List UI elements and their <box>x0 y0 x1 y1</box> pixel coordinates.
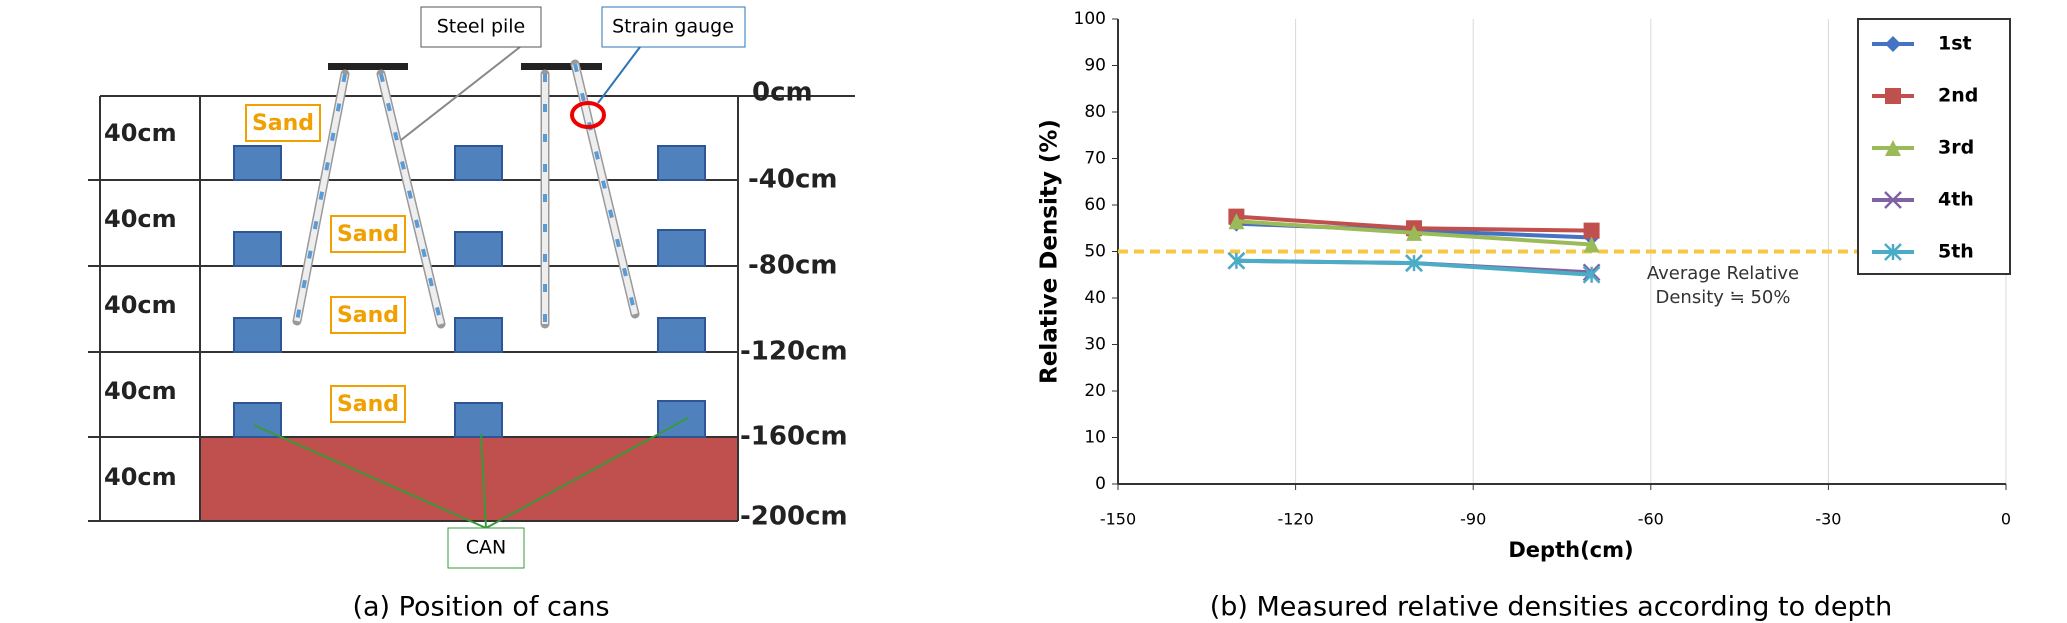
thickness-label: 40cm <box>104 377 177 405</box>
diagram: Steel pile Strain gauge CAN Sand Sand Sa… <box>88 6 855 569</box>
marker <box>1406 224 1422 241</box>
sand-boxes <box>245 104 406 423</box>
marker <box>1582 265 1601 284</box>
x-tick-label: -30 <box>1815 510 1841 529</box>
gauge-pointer <box>597 46 641 104</box>
can-pointers <box>253 417 689 529</box>
marker <box>1884 243 1902 261</box>
depth-label: 0cm <box>752 78 813 108</box>
y-axis-label: Relative Density (%) <box>1037 119 1063 384</box>
label-box <box>420 6 542 48</box>
label-box <box>601 6 746 48</box>
y-tick-label: 10 <box>1084 428 1106 448</box>
marker <box>1885 88 1901 104</box>
y-tick-label: 100 <box>1074 9 1106 29</box>
strain-gauge-label: Strain gauge <box>612 16 734 38</box>
can-label: CAN <box>466 537 506 559</box>
depth-label: -160cm <box>740 422 848 452</box>
clay-layer <box>200 437 738 521</box>
y-tick-label: 20 <box>1084 381 1106 401</box>
x-tick-label: -150 <box>1100 510 1136 529</box>
annotation: Average Relative <box>1647 263 1799 284</box>
cans <box>233 145 706 438</box>
depth-label: -200cm <box>740 502 848 532</box>
y-tick-label: 60 <box>1084 195 1106 215</box>
depth-label: -80cm <box>748 251 837 281</box>
caption: (b) Measured relative densities accordin… <box>1210 592 1893 623</box>
steel-pile-label: Steel pile <box>437 16 526 38</box>
label-box <box>447 527 525 569</box>
sand-label: Sand <box>252 111 314 136</box>
y-tick-label: 80 <box>1084 102 1106 122</box>
x-tick-label: -120 <box>1277 510 1313 529</box>
chart: -150 -120 -90 -60 -30 0 0 10 20 30 40 50 60 70 80 90 100… <box>1037 9 2012 562</box>
thickness-label: 40cm <box>104 119 177 147</box>
pile-pointer <box>400 46 521 141</box>
y-tick-label: 0 <box>1095 474 1106 494</box>
piles <box>292 59 640 329</box>
marker <box>1227 251 1246 270</box>
caption: (a) Position of cans <box>352 592 609 623</box>
legend-label: 2nd <box>1938 85 1978 107</box>
legend-label: 4th <box>1938 189 1974 211</box>
marker <box>1405 254 1423 273</box>
depth-label: -40cm <box>748 165 837 195</box>
sand-label: Sand <box>337 222 399 247</box>
x-tick-label: 0 <box>2001 510 2011 529</box>
x-tick-label: -60 <box>1638 510 1664 529</box>
y-tick-label: 70 <box>1084 149 1106 169</box>
thickness-label: 40cm <box>104 205 177 233</box>
marker <box>1884 191 1902 209</box>
marker <box>1885 36 1901 52</box>
legend-label: 3rd <box>1938 137 1974 159</box>
legend-label: 1st <box>1938 33 1972 55</box>
y-tick-label: 50 <box>1084 242 1106 262</box>
sand-label: Sand <box>337 303 399 328</box>
legend-label: 5th <box>1938 241 1974 263</box>
thickness-label: 40cm <box>104 463 177 491</box>
marker <box>1885 140 1901 156</box>
marker <box>1583 222 1600 239</box>
y-tick-label: 40 <box>1084 288 1106 308</box>
y-tick-label: 90 <box>1084 56 1106 76</box>
sand-label: Sand <box>337 392 399 417</box>
x-axis-label: Depth(cm) <box>1508 538 1633 562</box>
x-tick-label: -90 <box>1460 510 1486 529</box>
y-tick-label: 30 <box>1084 335 1106 355</box>
marker <box>1228 213 1245 230</box>
marker <box>1583 236 1600 253</box>
annotation: Density ≒ 50% <box>1656 287 1791 308</box>
thickness-label: 40cm <box>104 291 177 319</box>
depth-label: -120cm <box>740 337 848 367</box>
